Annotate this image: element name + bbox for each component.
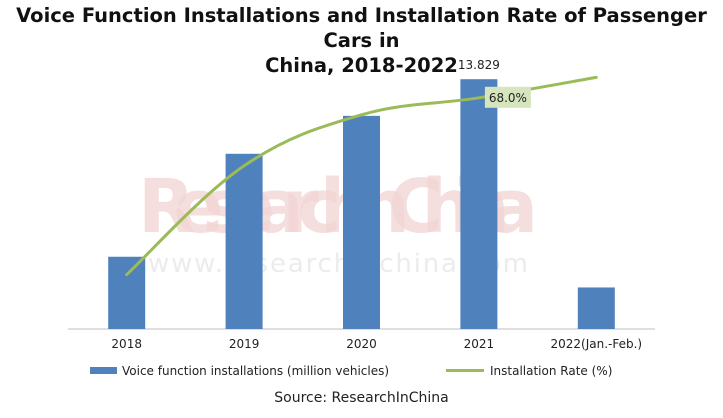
x-tick-label: 2022(Jan.-Feb.) (550, 337, 642, 351)
x-tick-labels: 2018 2019 2020 2021 2022(Jan.-Feb.) (111, 337, 642, 351)
bar-2021 (460, 79, 498, 329)
x-tick-label: 2021 (464, 337, 495, 351)
x-tick-label: 2019 (229, 337, 260, 351)
chart-title: Voice Function Installations and Install… (0, 3, 723, 78)
chart-title-line-1: Voice Function Installations and Install… (16, 4, 707, 52)
rate-value-label-bg (484, 86, 531, 108)
x-tick-label: 2018 (111, 337, 142, 351)
source-note: Source: ResearchInChina (274, 390, 449, 406)
data-labels: 13.829 68.0% (458, 58, 531, 108)
bar-2020 (343, 115, 380, 329)
rate-value-label: 68.0% (489, 91, 527, 105)
legend[interactable]: Voice function installations (million ve… (90, 364, 612, 378)
bar-2018 (108, 256, 146, 329)
x-tick-label: 2020 (346, 337, 377, 351)
bar-2022-jan-feb (577, 287, 615, 329)
bar-value-label: 13.829 (458, 58, 500, 72)
chart: ResearchInChinawww.researchinchina.com 1… (68, 58, 655, 378)
bar-series (108, 79, 615, 329)
legend-bar-label: Voice function installations (million ve… (122, 364, 389, 378)
chart-title-line-2: China, 2018-2022 (265, 54, 458, 77)
bar-2019 (225, 153, 263, 329)
legend-line-label: Installation Rate (%) (490, 364, 612, 378)
legend-bar-swatch (90, 367, 117, 374)
